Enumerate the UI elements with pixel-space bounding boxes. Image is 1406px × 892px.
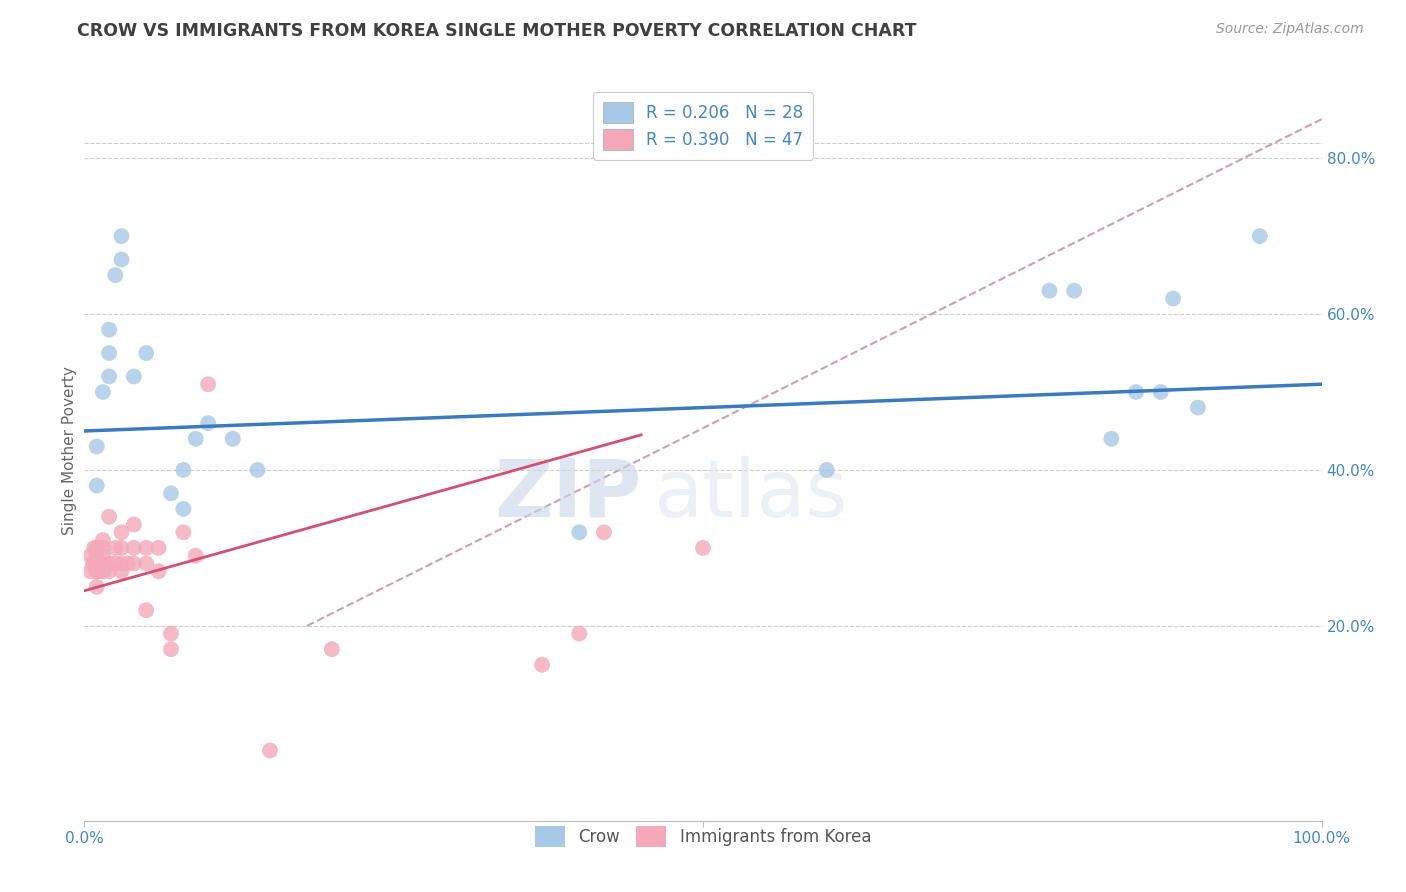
Point (98, 557, 121, 571)
Point (531, 657, 554, 672)
Text: Source: ZipAtlas.com: Source: ZipAtlas.com (1216, 22, 1364, 37)
Point (246, 463, 269, 477)
Point (86, 541, 108, 555)
Point (222, 432, 245, 446)
Point (91, 541, 114, 555)
Point (172, 463, 194, 477)
Point (122, 369, 145, 384)
Point (86, 580, 108, 594)
Point (122, 541, 145, 555)
Point (135, 557, 157, 571)
Point (815, 463, 838, 477)
Point (1125, 384, 1147, 399)
Point (91, 557, 114, 571)
Point (110, 229, 132, 244)
Legend: Crow, Immigrants from Korea: Crow, Immigrants from Korea (524, 816, 882, 856)
Point (86, 564, 108, 578)
Point (1249, 229, 1271, 244)
Point (110, 525, 132, 540)
Point (122, 517, 145, 532)
Point (91, 384, 114, 399)
Point (321, 642, 343, 657)
Point (593, 525, 616, 540)
Point (86, 478, 108, 492)
Point (79, 549, 101, 563)
Point (1150, 384, 1173, 399)
Text: CROW VS IMMIGRANTS FROM KOREA SINGLE MOTHER POVERTY CORRELATION CHART: CROW VS IMMIGRANTS FROM KOREA SINGLE MOT… (77, 22, 917, 40)
Point (184, 549, 207, 563)
Point (184, 432, 207, 446)
Point (1063, 284, 1085, 298)
Point (1187, 401, 1209, 415)
Point (86, 440, 108, 454)
Point (1038, 284, 1060, 298)
Point (172, 502, 194, 516)
Point (197, 416, 219, 430)
Point (1099, 432, 1122, 446)
Point (104, 268, 127, 282)
Point (86, 557, 108, 571)
Point (135, 346, 157, 360)
Point (104, 541, 127, 555)
Point (122, 557, 145, 571)
Point (98, 564, 121, 578)
Point (104, 557, 127, 571)
Point (148, 564, 170, 578)
Point (98, 509, 121, 524)
Point (91, 549, 114, 563)
Point (197, 377, 219, 392)
Point (91, 564, 114, 578)
Y-axis label: Single Mother Poverty: Single Mother Poverty (62, 366, 77, 535)
Point (160, 626, 183, 640)
Point (160, 642, 183, 657)
Point (91, 564, 114, 578)
Point (98, 346, 121, 360)
Point (568, 525, 591, 540)
Point (160, 486, 183, 500)
Point (135, 541, 157, 555)
Point (86, 564, 108, 578)
Point (89, 557, 111, 571)
Point (135, 603, 157, 617)
Point (83, 557, 105, 571)
Point (86, 549, 108, 563)
Point (259, 743, 281, 757)
Text: ZIP: ZIP (494, 456, 641, 534)
Point (148, 541, 170, 555)
Point (98, 323, 121, 337)
Point (110, 541, 132, 555)
Point (98, 369, 121, 384)
Point (79, 564, 101, 578)
Point (568, 626, 591, 640)
Point (83, 541, 105, 555)
Point (692, 541, 714, 555)
Point (110, 252, 132, 267)
Point (110, 564, 132, 578)
Text: atlas: atlas (654, 456, 848, 534)
Point (1161, 292, 1184, 306)
Point (117, 557, 139, 571)
Point (110, 557, 132, 571)
Point (82, 557, 104, 571)
Point (172, 525, 194, 540)
Point (91, 533, 114, 547)
